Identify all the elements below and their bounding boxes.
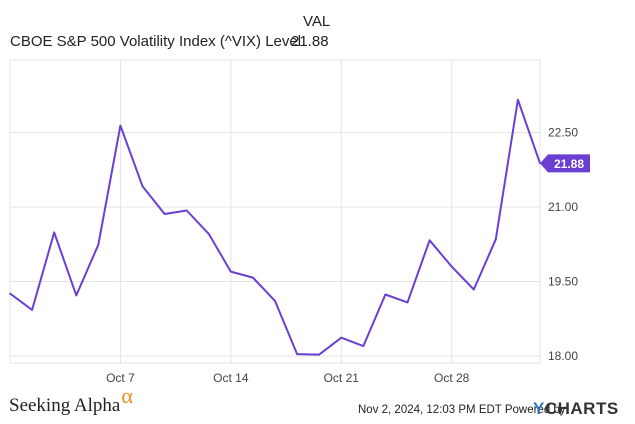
data-point xyxy=(53,231,55,234)
data-point xyxy=(75,294,78,297)
data-point xyxy=(230,270,232,273)
data-point xyxy=(495,238,497,241)
data-point xyxy=(141,185,144,187)
horizontal-grid xyxy=(10,132,540,357)
data-point xyxy=(362,345,365,347)
data-point xyxy=(185,209,188,212)
y-tick-label: 19.50 xyxy=(548,275,578,289)
y-tick-label: 21.00 xyxy=(548,200,578,214)
powered-by-text: Powered by xyxy=(504,404,566,416)
data-point xyxy=(428,239,431,242)
data-point xyxy=(97,243,100,246)
footer-timestamp-line: Nov 2, 2024, 12:03 PM EDT Powered by xyxy=(358,404,566,416)
data-point xyxy=(517,98,519,101)
data-point xyxy=(340,336,343,339)
ycharts-logo[interactable]: YCHARTS xyxy=(533,399,619,419)
last-value-label: 21.88 xyxy=(554,157,584,171)
last-value-flag-shape xyxy=(540,154,590,173)
vertical-grid xyxy=(119,60,453,363)
data-point xyxy=(472,288,475,291)
vix-series-line xyxy=(9,98,541,356)
last-value-flag: 21.88 xyxy=(540,154,590,173)
data-point xyxy=(207,233,210,235)
data-point xyxy=(9,292,11,295)
data-point xyxy=(406,301,409,304)
y-tick-label: 22.50 xyxy=(548,126,578,140)
ycharts-wordmark: CHARTS xyxy=(544,399,619,418)
logo-text: Seeking Alpha xyxy=(9,395,121,416)
x-axis-labels: Oct 7 Oct 14 Oct 21 Oct 28 xyxy=(106,371,470,385)
data-point xyxy=(119,124,122,127)
data-point xyxy=(31,309,33,311)
data-point xyxy=(274,300,276,302)
y-axis-labels: 18.00 19.50 21.00 22.50 xyxy=(548,126,578,364)
ycharts-y-icon: Y xyxy=(533,399,545,418)
alpha-logo-icon: α xyxy=(121,383,133,408)
x-tick-label: Oct 21 xyxy=(324,371,360,385)
plot-area-border xyxy=(9,59,541,364)
data-point xyxy=(296,353,298,355)
data-point xyxy=(318,353,320,356)
legend-series-value: 21.88 xyxy=(291,33,329,50)
x-tick-label: Oct 28 xyxy=(434,371,470,385)
legend-header: VAL xyxy=(303,13,331,30)
data-point xyxy=(252,276,254,279)
y-tick-label: 18.00 xyxy=(548,349,578,363)
data-point xyxy=(450,265,453,268)
data-point xyxy=(163,213,166,215)
seeking-alpha-logo[interactable]: Seeking Alphaα xyxy=(9,383,133,417)
series-group xyxy=(9,98,541,356)
x-tick-label: Oct 7 xyxy=(106,371,135,385)
legend-series-label: CBOE S&P 500 Volatility Index (^VIX) Lev… xyxy=(10,33,302,50)
x-tick-label: Oct 14 xyxy=(213,371,249,385)
data-point xyxy=(384,293,387,296)
timestamp: Nov 2, 2024, 12:03 PM EDT xyxy=(358,404,502,416)
